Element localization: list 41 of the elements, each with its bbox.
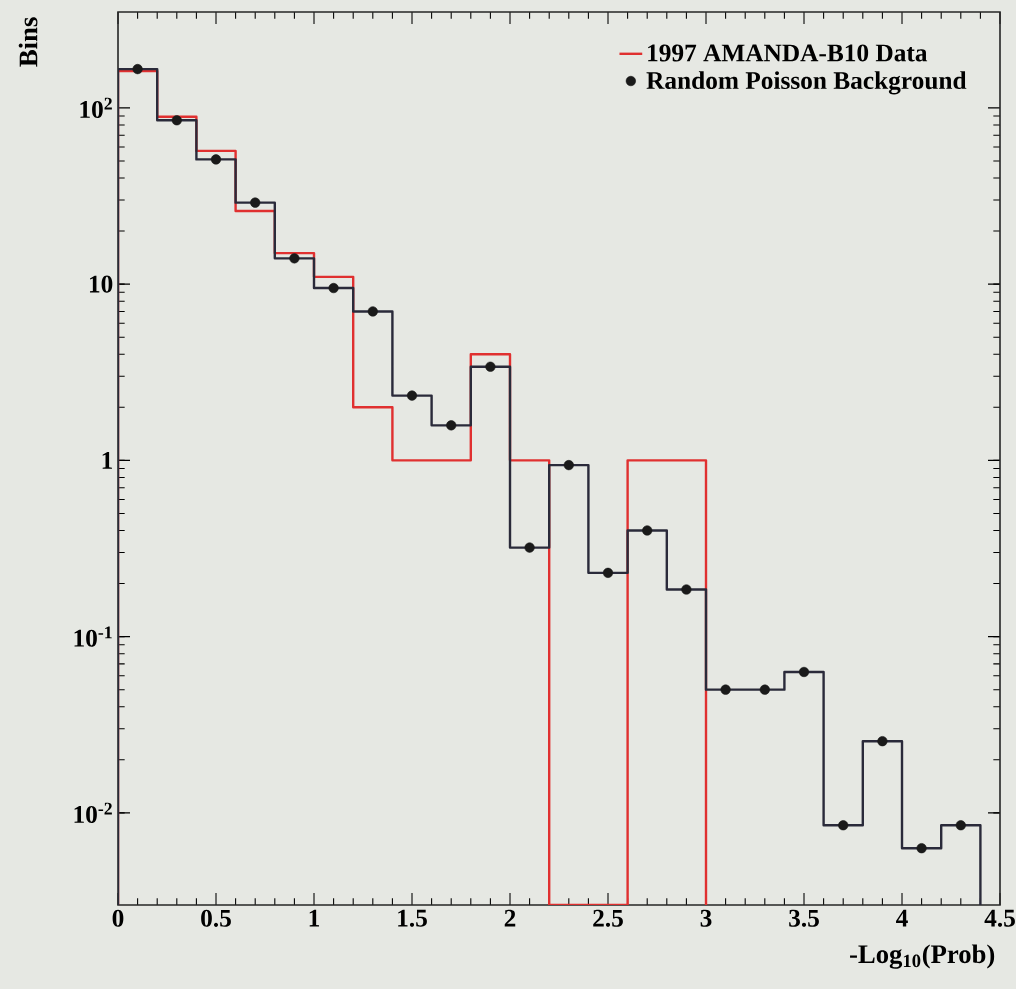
point — [210, 154, 222, 165]
x-tick-label: 3.5 — [789, 909, 819, 927]
y-axis-title: Bins — [18, 17, 38, 67]
point — [838, 820, 849, 831]
x-tick-label: 3 — [700, 909, 712, 927]
x-tick-label: 0 — [112, 909, 124, 927]
point — [132, 64, 143, 75]
point — [759, 684, 770, 695]
point — [681, 584, 692, 595]
point — [720, 684, 731, 695]
x-tick-label: 2.5 — [593, 909, 623, 927]
point — [367, 306, 378, 317]
y-tick-label: 10$^{-2}$ — [74, 802, 112, 824]
x-tick-label: 1.5 — [398, 909, 427, 927]
point — [524, 542, 535, 553]
point — [563, 460, 574, 471]
point — [406, 390, 418, 401]
point — [955, 820, 966, 831]
point — [485, 361, 496, 372]
y-tick-label: 10$^{2}$ — [80, 97, 112, 119]
x-tick-label: 2 — [504, 909, 516, 927]
legend-label: 1997 AMANDA-B10 Data — [648, 44, 928, 62]
point — [171, 115, 182, 126]
point — [798, 666, 810, 678]
point — [602, 567, 614, 578]
y-tick-label: 10$^{-1}$ — [74, 626, 112, 647]
y-tick-label: 1 — [102, 452, 112, 469]
point — [916, 843, 927, 854]
y-tick-label: 10 — [89, 275, 113, 293]
point — [328, 282, 339, 294]
x-tick-label: 4.5 — [984, 909, 1015, 927]
x-tick-label: 4 — [896, 909, 908, 927]
x-tick-label: 0.5 — [201, 909, 231, 927]
point — [250, 197, 261, 208]
point — [877, 736, 888, 747]
point — [446, 420, 457, 431]
legend-label: Random Poisson Background — [646, 71, 967, 95]
point — [642, 525, 653, 536]
x-tick-label: 1 — [309, 909, 320, 927]
x-axis-title: -Log$_{10}$(Prob) — [850, 944, 995, 969]
point — [289, 253, 300, 264]
